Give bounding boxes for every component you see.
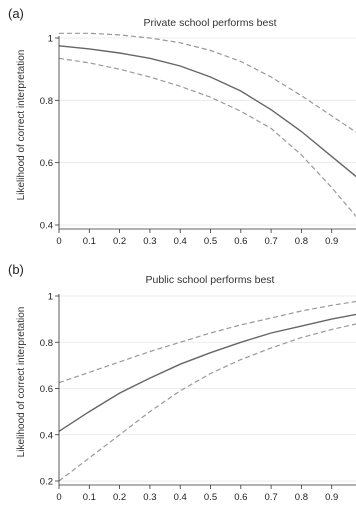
y-axis-label: Likelihood of correct interpretation <box>16 307 27 458</box>
x-tick-label: 0.5 <box>204 236 217 247</box>
x-tick-label: 0.8 <box>295 492 308 503</box>
x-tick-label: 0.4 <box>174 492 187 503</box>
upper-ci-line <box>58 300 356 384</box>
x-tick-label: 0 <box>56 492 61 503</box>
lower-ci-line <box>58 57 356 218</box>
x-tick-label: 0.9 <box>325 492 338 503</box>
estimate-line <box>58 313 356 432</box>
x-tick-label: 0.9 <box>325 236 338 247</box>
y-tick-label: 0.6 <box>40 158 53 169</box>
x-tick-label: 0.6 <box>234 492 247 503</box>
x-tick-label: 0.4 <box>174 236 187 247</box>
x-tick-label: 0.3 <box>143 236 156 247</box>
y-tick-label: 0.4 <box>40 221 53 232</box>
y-tick-label: 0.2 <box>40 477 53 488</box>
x-tick-label: 0.7 <box>264 236 277 247</box>
y-tick-label: 1 <box>48 34 53 45</box>
panel-b: (b) Public school performs best Likeliho… <box>8 262 356 503</box>
y-tick-label: 0.6 <box>40 384 53 395</box>
x-tick-label: 0.7 <box>264 492 277 503</box>
panel-label: (a) <box>8 6 24 21</box>
x-tick-label: 0.1 <box>83 236 96 247</box>
x-tick-label: 0.1 <box>83 492 96 503</box>
x-tick-label: 0 <box>56 236 61 247</box>
y-tick-label: 1 <box>48 292 53 303</box>
chart-title: Public school performs best <box>146 274 275 286</box>
x-tick-label: 0.5 <box>204 492 217 503</box>
y-tick-label: 0.4 <box>40 430 53 441</box>
chart-title: Private school performs best <box>143 17 276 29</box>
lower-ci-line <box>58 323 356 482</box>
x-tick-label: 0.8 <box>295 236 308 247</box>
x-tick-label: 0.2 <box>113 492 126 503</box>
y-tick-label: 0.8 <box>40 96 53 107</box>
y-axis-label: Likelihood of correct interpretation <box>16 50 27 201</box>
x-tick-label: 0.2 <box>113 236 126 247</box>
x-tick-label: 0.3 <box>143 492 156 503</box>
panel-label: (b) <box>8 262 24 277</box>
upper-ci-line <box>59 32 356 133</box>
panel-a: (a) Private school performs best Likelih… <box>8 6 356 247</box>
estimate-line <box>58 45 356 178</box>
x-tick-label: 0.6 <box>234 236 247 247</box>
y-tick-label: 0.8 <box>40 338 53 349</box>
